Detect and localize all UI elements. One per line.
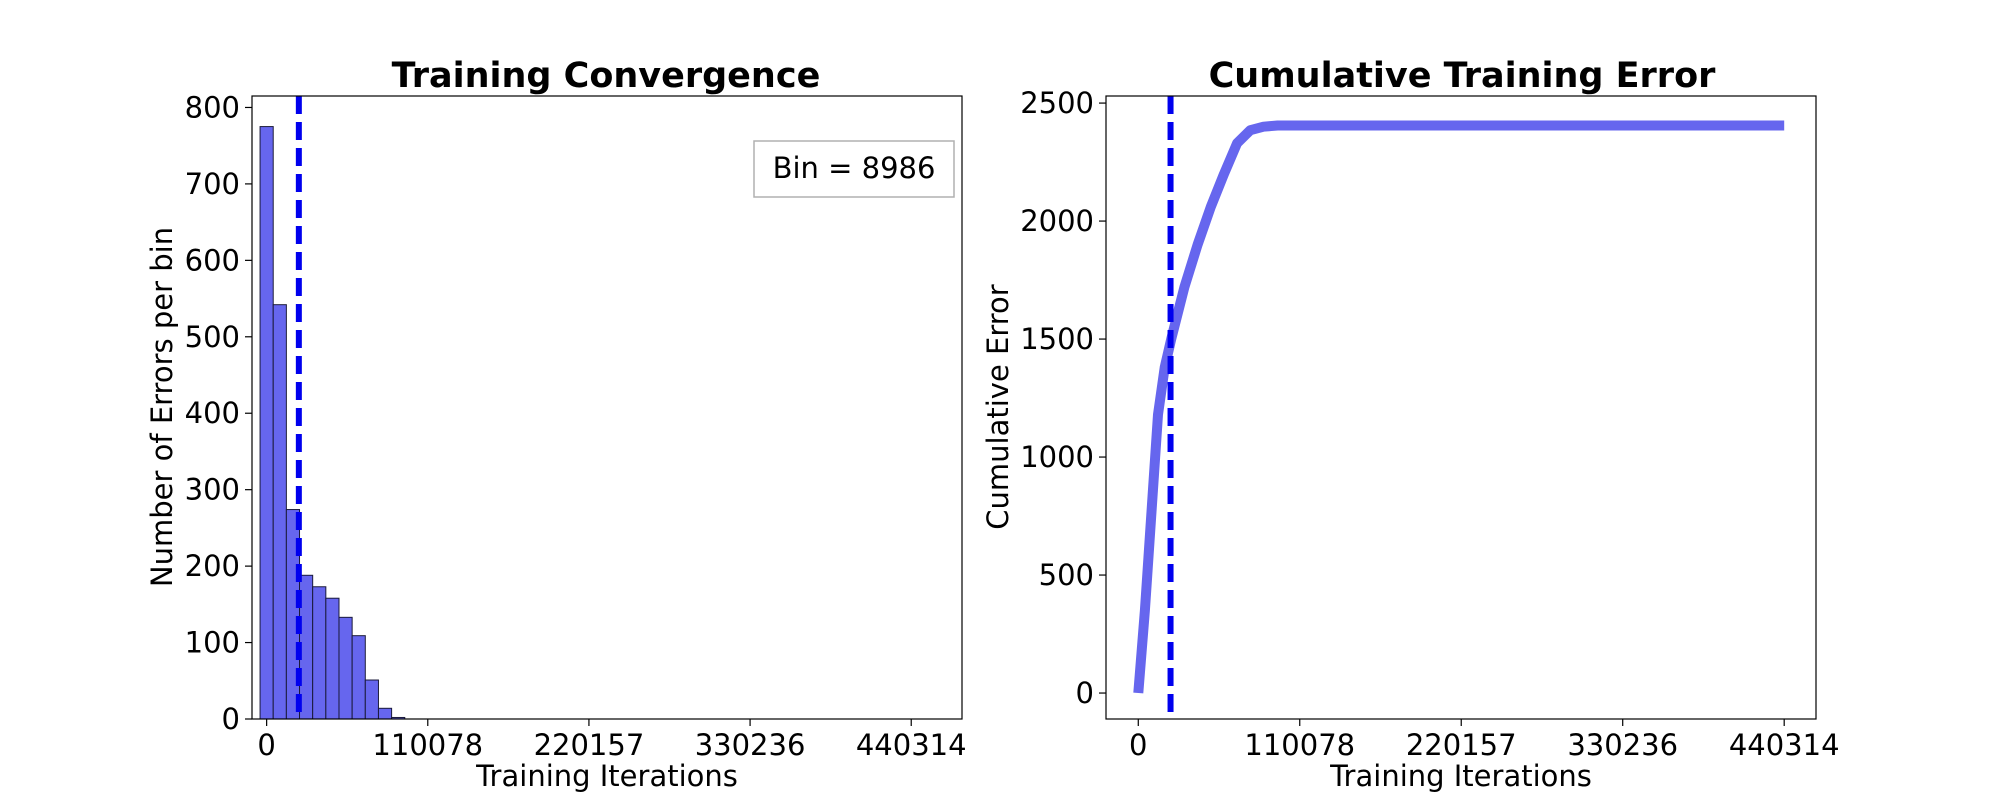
histogram-bar-0 [259,126,274,720]
histogram-y-axis-label: Number of Errors per bin [145,227,179,587]
histogram-bar-9 [377,707,393,720]
histogram-bars [259,126,406,720]
x-tick-label-0: 0 [257,728,275,762]
y-tick-label-1: 100 [185,626,240,660]
cumulative-y-axis-label: Cumulative Error [981,284,1015,530]
y-tick-label-4: 400 [185,396,240,430]
x-tick-label-0: 0 [1129,728,1147,762]
y-tick-label-7: 700 [185,167,240,201]
cumulative-x-ticks: 0 110078 220157 330236 440314 [1129,719,1840,762]
y-tick-label-5: 500 [185,320,240,354]
histogram-bar-5 [325,597,340,720]
cumulative-panel: Cumulative Training Error 0 110078 220157 3… [981,56,1840,793]
y-tick-label-3: 1500 [1020,322,1094,356]
legend-label: Bin = 8986 [773,151,936,185]
histogram-plot-frame [251,95,963,720]
y-tick-label-2: 200 [185,549,240,583]
x-tick-label-3: 330236 [695,728,806,762]
histogram-bar-7 [351,635,366,720]
histogram-legend: Bin = 8986 [753,140,955,198]
histogram-bar-4 [312,586,327,720]
histogram-x-ticks: 0 110078 220157 330236 440314 [257,719,967,762]
cumulative-title: Cumulative Training Error [1209,56,1717,96]
histogram-y-ticks: 0 100 200 300 400 500 600 700 800 [185,90,252,736]
x-tick-label-4: 440314 [856,728,967,762]
y-tick-label-8: 800 [185,90,240,124]
histogram-panel: Training Convergence 0 110078 220157 330236… [145,56,967,793]
cumulative-x-axis-label: Training Iterations [1329,759,1592,793]
x-tick-label-2: 220157 [534,728,645,762]
histogram-x-axis-label: Training Iterations [475,759,738,793]
y-tick-label-5: 2500 [1020,86,1094,120]
y-tick-label-0: 0 [222,702,240,736]
x-tick-label-4: 440314 [1729,728,1840,762]
y-tick-label-6: 600 [185,243,240,277]
x-tick-label-1: 110078 [1244,728,1355,762]
y-tick-label-0: 0 [1076,676,1094,710]
histogram-bar-1 [272,304,287,720]
x-tick-label-1: 110078 [372,728,483,762]
histogram-bar-8 [364,679,379,720]
histogram-title: Training Convergence [392,56,821,96]
cumulative-error-line [1133,120,1785,694]
legend-box [753,140,955,198]
y-tick-label-1: 500 [1039,558,1094,592]
cumulative-y-ticks: 0 500 1000 1500 2000 2500 [1020,86,1106,710]
x-tick-label-3: 330236 [1567,728,1678,762]
histogram-bar-6 [338,616,353,720]
y-tick-label-4: 2000 [1020,204,1094,238]
x-tick-label-2: 220157 [1406,728,1517,762]
y-tick-label-3: 300 [185,473,240,507]
y-tick-label-2: 1000 [1020,440,1094,474]
